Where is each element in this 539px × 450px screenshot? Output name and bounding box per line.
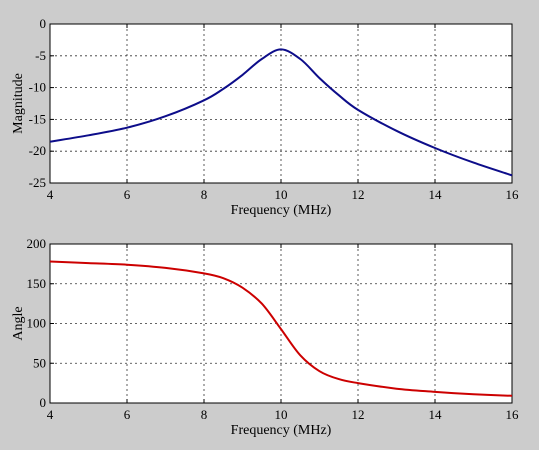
angle-series-line <box>49 260 513 397</box>
magnitude-xtick-label: 14 <box>429 187 443 202</box>
magnitude-ytick-label: -25 <box>29 175 46 190</box>
angle-ytick-label: 200 <box>27 236 47 251</box>
angle-y-axis-label: Angle <box>11 306 26 340</box>
angle-xtick-label: 14 <box>429 407 443 422</box>
angle-xtick-label: 6 <box>124 407 131 422</box>
angle-plot: 4 6 8 10 12 14 16 0 50 100 150 200 Frequency (MHz) An… <box>11 236 519 438</box>
magnitude-ytick-label: -5 <box>35 48 46 63</box>
angle-ytick-label: 50 <box>33 355 46 370</box>
angle-ytick-label: 150 <box>27 276 47 291</box>
angle-xtick-label: 12 <box>352 407 365 422</box>
magnitude-y-axis-label: Magnitude <box>11 73 26 134</box>
angle-x-axis-label: Frequency (MHz) <box>231 423 332 438</box>
magnitude-ytick-label: 0 <box>40 16 47 31</box>
angle-xtick-label: 8 <box>201 407 208 422</box>
magnitude-ytick-label: -15 <box>29 111 46 126</box>
magnitude-xtick-label: 16 <box>506 187 520 202</box>
magnitude-ytick-label: -20 <box>29 143 46 158</box>
magnitude-x-axis-label: Frequency (MHz) <box>231 203 332 218</box>
angle-xtick-label: 4 <box>47 407 54 422</box>
magnitude-xtick-label: 12 <box>352 187 365 202</box>
magnitude-plot: 4 6 8 10 12 14 16 0 -5 -10 -15 -20 -25 Frequency (MHz… <box>11 16 519 218</box>
angle-xtick-label: 10 <box>275 407 288 422</box>
magnitude-ytick-label: -10 <box>29 80 46 95</box>
magnitude-xtick-label: 8 <box>201 187 208 202</box>
angle-ytick-label: 100 <box>27 316 47 331</box>
magnitude-xtick-label: 6 <box>124 187 131 202</box>
magnitude-series-line <box>49 48 513 177</box>
magnitude-xtick-label: 4 <box>47 187 54 202</box>
magnitude-xtick-label: 10 <box>275 187 288 202</box>
angle-ytick-label: 0 <box>40 395 47 410</box>
angle-xtick-label: 16 <box>506 407 520 422</box>
